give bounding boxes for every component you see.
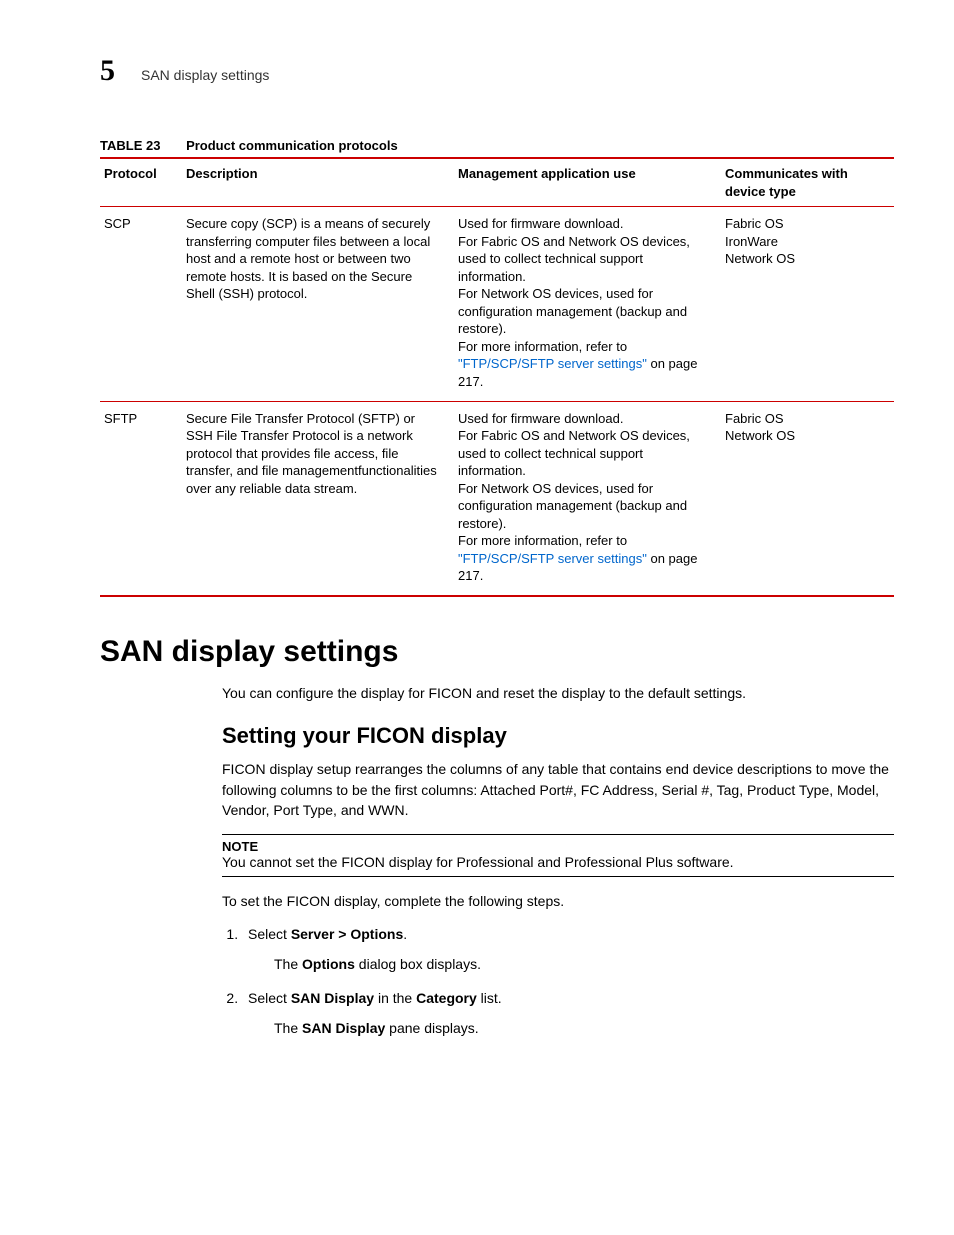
result-bold: Options xyxy=(302,956,355,972)
running-title: SAN display settings xyxy=(141,67,269,83)
step-result: The SAN Display pane displays. xyxy=(274,1018,894,1038)
note-block: NOTE You cannot set the FICON display fo… xyxy=(222,834,894,877)
col-description: Description xyxy=(182,158,454,207)
step-text: list. xyxy=(477,990,502,1006)
running-header: 5 SAN display settings xyxy=(100,54,894,88)
step-text: Select xyxy=(248,926,291,942)
chapter-number: 5 xyxy=(100,54,115,88)
cell-devices: Fabric OSIronWareNetwork OS xyxy=(721,207,894,401)
step-bold: Category xyxy=(416,990,477,1006)
table-row: SFTP Secure File Transfer Protocol (SFTP… xyxy=(100,401,894,596)
note-label: NOTE xyxy=(222,839,894,854)
result-text: dialog box displays. xyxy=(355,956,481,972)
use-text: Used for firmware download.For Fabric OS… xyxy=(458,216,690,354)
step-text: in the xyxy=(374,990,416,1006)
col-devices: Communicates with device type xyxy=(721,158,894,207)
cell-description: Secure File Transfer Protocol (SFTP) or … xyxy=(182,401,454,596)
note-text: You cannot set the FICON display for Pro… xyxy=(222,854,894,870)
cell-use: Used for firmware download.For Fabric OS… xyxy=(454,401,721,596)
result-text: pane displays. xyxy=(385,1020,478,1036)
table-label: TABLE 23 xyxy=(100,138,160,153)
steps-leadin: To set the FICON display, complete the f… xyxy=(222,891,894,911)
step-result: The Options dialog box displays. xyxy=(274,954,894,974)
col-protocol: Protocol xyxy=(100,158,182,207)
step-item: Select Server > Options. The Options dia… xyxy=(242,924,894,975)
col-use: Management application use xyxy=(454,158,721,207)
section-intro: You can configure the display for FICON … xyxy=(222,683,894,703)
cell-devices: Fabric OSNetwork OS xyxy=(721,401,894,596)
subsection-heading: Setting your FICON display xyxy=(222,723,894,749)
section-heading: SAN display settings xyxy=(100,635,894,669)
steps-list: Select Server > Options. The Options dia… xyxy=(222,924,894,1039)
result-text: The xyxy=(274,1020,302,1036)
step-bold: SAN Display xyxy=(291,990,374,1006)
section-body: You can configure the display for FICON … xyxy=(222,683,894,1039)
step-text: Select xyxy=(248,990,291,1006)
result-bold: SAN Display xyxy=(302,1020,385,1036)
ftp-settings-link[interactable]: "FTP/SCP/SFTP server settings" xyxy=(458,356,647,371)
cell-protocol: SFTP xyxy=(100,401,182,596)
cell-protocol: SCP xyxy=(100,207,182,401)
table-row: SCP Secure copy (SCP) is a means of secu… xyxy=(100,207,894,401)
document-page: 5 SAN display settings TABLE 23 Product … xyxy=(0,0,954,1113)
step-item: Select SAN Display in the Category list.… xyxy=(242,988,894,1039)
table-header-row: Protocol Description Management applicat… xyxy=(100,158,894,207)
use-text: Used for firmware download.For Fabric OS… xyxy=(458,411,690,549)
protocols-table: Protocol Description Management applicat… xyxy=(100,157,894,597)
step-text: . xyxy=(403,926,407,942)
result-text: The xyxy=(274,956,302,972)
table-title: Product communication protocols xyxy=(186,138,398,153)
ftp-settings-link[interactable]: "FTP/SCP/SFTP server settings" xyxy=(458,551,647,566)
table-caption: TABLE 23 Product communication protocols xyxy=(100,138,894,153)
step-bold: Server > Options xyxy=(291,926,403,942)
cell-use: Used for firmware download.For Fabric OS… xyxy=(454,207,721,401)
cell-description: Secure copy (SCP) is a means of securely… xyxy=(182,207,454,401)
table-body: SCP Secure copy (SCP) is a means of secu… xyxy=(100,207,894,596)
subsection-intro: FICON display setup rearranges the colum… xyxy=(222,759,894,820)
